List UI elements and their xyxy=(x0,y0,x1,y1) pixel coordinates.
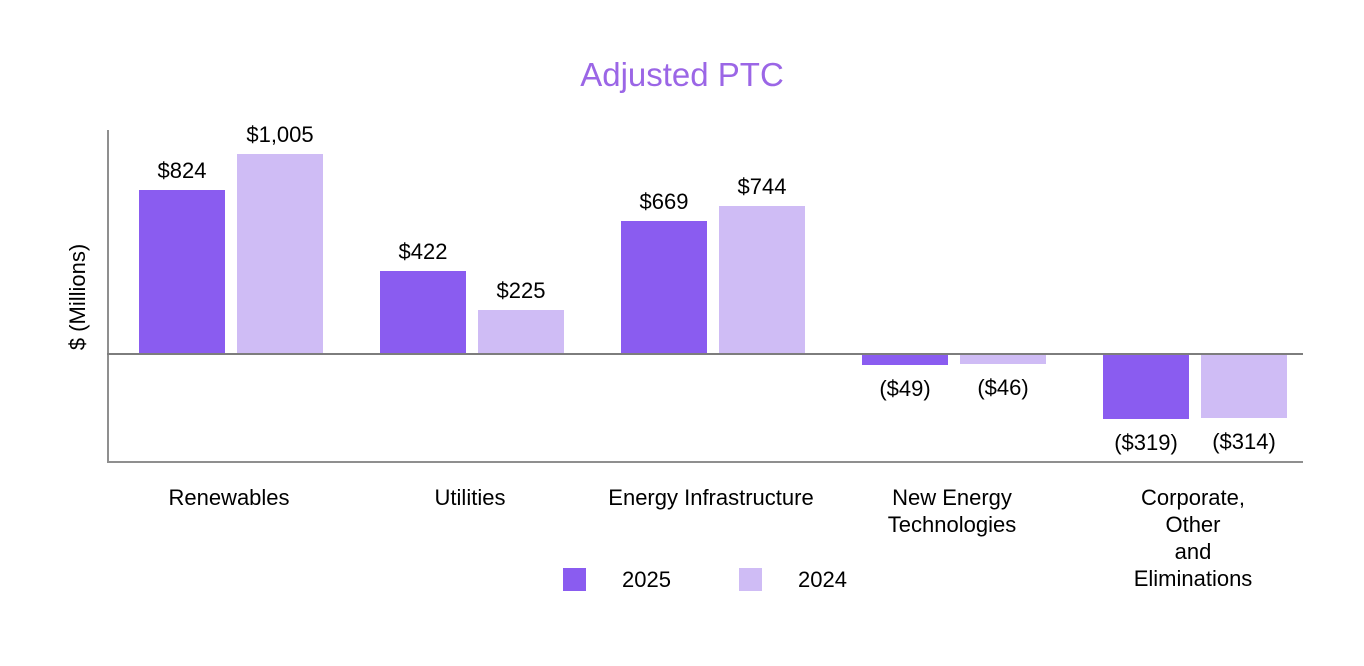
legend-label: 2024 xyxy=(798,567,847,592)
category-axis: Renewables Utilities Energy Infrastructure… xyxy=(107,484,1303,591)
bar-value-label: ($314) xyxy=(1212,429,1276,454)
bar-2025-2 xyxy=(621,221,707,355)
bar-value-label: $744 xyxy=(737,174,787,199)
legend-item-2025: 2025 xyxy=(563,568,671,591)
y-axis-label: $ (Millions) xyxy=(65,243,90,351)
category-label: Renewables xyxy=(168,485,290,510)
bar-2025-3 xyxy=(862,355,948,365)
bar-value-label: $824 xyxy=(157,158,207,183)
plot-area: $824 $422 $669 ($49) ($319) $1,005 $225 $744 ($4… xyxy=(107,122,1303,463)
legend: 2025 2024 xyxy=(107,568,1303,591)
category-label: Energy Infrastructure xyxy=(608,485,814,510)
chart-title: Adjusted PTC xyxy=(580,56,784,93)
bar-2024-2 xyxy=(719,206,805,355)
legend-swatch xyxy=(739,568,762,591)
bar-2024-4 xyxy=(1201,355,1287,418)
bar-2024-3 xyxy=(960,355,1046,364)
bar-2024-0 xyxy=(237,154,323,355)
legend-label: 2025 xyxy=(622,567,671,592)
bar-value-label: ($49) xyxy=(879,376,931,401)
category-label: New Energy Technologies xyxy=(887,485,1017,537)
bar-2025-1 xyxy=(380,271,466,355)
bar-value-label: $422 xyxy=(398,239,448,264)
legend-swatch xyxy=(563,568,587,591)
bar-2025-0 xyxy=(139,190,225,355)
bar-2024-1 xyxy=(478,310,564,355)
category-label: Corporate, Other and Eliminations xyxy=(1133,485,1253,591)
bar-value-label: ($46) xyxy=(977,375,1029,400)
legend-item-2024: 2024 xyxy=(739,568,847,591)
category-label: Utilities xyxy=(434,485,506,510)
bar-value-label: $1,005 xyxy=(246,122,314,147)
bar-value-label: ($319) xyxy=(1114,430,1178,455)
bar-value-label: $225 xyxy=(496,278,546,303)
bar-value-label: $669 xyxy=(639,189,689,214)
bar-2025-4 xyxy=(1103,355,1189,419)
x-axis-zero-line xyxy=(107,353,1303,355)
